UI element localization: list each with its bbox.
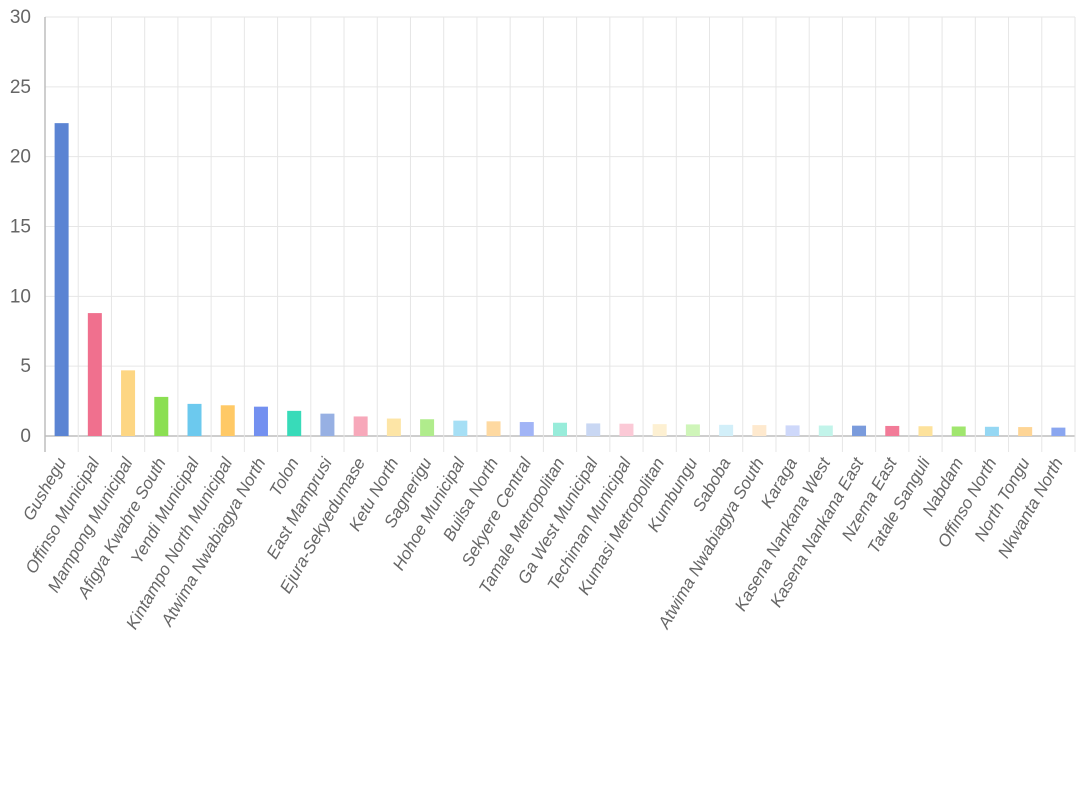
bar-tatale-sanguli[interactable] [918,426,933,436]
y-tick-label: 5 [20,356,31,377]
bar-builsa-north[interactable] [486,421,501,436]
bar-kumbungu[interactable] [685,424,700,436]
bar-north-tongu[interactable] [1018,427,1033,436]
bar-mampong-municipal[interactable] [121,370,136,436]
grid-layer [44,16,1076,452]
bar-ejura-sekyedumase[interactable] [353,416,368,436]
y-tick-label: 15 [10,217,31,238]
bar-gushegu[interactable] [54,123,69,436]
bar-sagnerigu[interactable] [420,419,435,436]
bar-east-mamprusi[interactable] [320,413,335,436]
bar-afigya-kwabre-south[interactable] [154,396,169,436]
bar-karaga[interactable] [785,425,800,436]
bar-ketu-north[interactable] [386,418,401,436]
y-tick-labels: 0 5 10 15 20 25 30 [10,7,31,447]
y-tick-label: 25 [10,77,31,98]
bar-kasena-nankana-east[interactable] [852,425,867,436]
bars-layer [54,123,1066,436]
bar-tamale-metropolitan[interactable] [553,422,567,436]
bar-atwima-nwabiagya-south[interactable] [752,425,767,436]
bar-nkwanta-north[interactable] [1051,427,1066,436]
y-tick-label: 10 [10,286,31,307]
bar-tolon[interactable] [287,410,302,436]
y-tick-label: 0 [20,426,31,447]
y-tick-label: 30 [10,7,31,28]
bar-kasena-nankana-west[interactable] [818,425,833,436]
bar-nzema-east[interactable] [885,425,900,436]
bar-ga-west-municipal[interactable] [586,423,601,436]
bar-nabdam[interactable] [951,426,966,436]
bar-techiman-municipal[interactable] [619,423,634,436]
y-tick-label: 20 [10,147,31,168]
bar-saboba[interactable] [719,424,734,436]
bar-atwima-nwabiagya-north[interactable] [253,406,268,436]
bar-yendi-municipal[interactable] [187,403,202,436]
bar-sekyere-central[interactable] [519,422,534,436]
bar-offinso-municipal[interactable] [87,313,102,436]
bar-kintampo-north-municipal[interactable] [220,405,235,436]
bar-hohoe-municipal[interactable] [453,420,468,436]
bar-offinso-north[interactable] [984,426,999,436]
bar-kumasi-metropolitan[interactable] [652,424,667,436]
